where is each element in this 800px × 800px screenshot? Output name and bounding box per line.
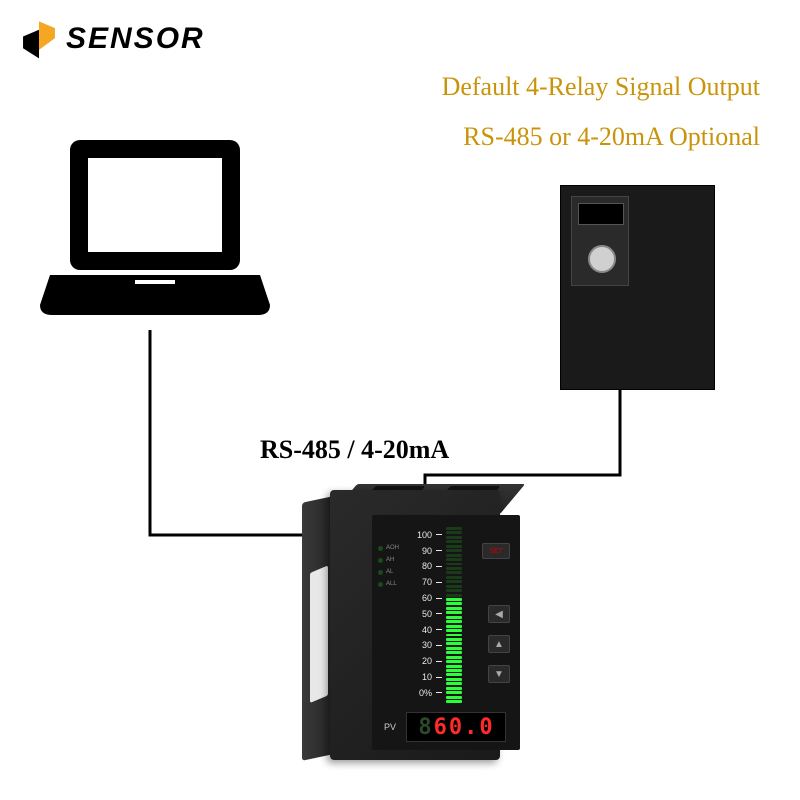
bargraph-segment	[446, 527, 462, 530]
bargraph-segment	[446, 656, 462, 659]
scale-value: 90	[410, 546, 432, 556]
bargraph-segment	[446, 651, 462, 654]
bargraph-segment	[446, 682, 462, 685]
scale-value: 10	[410, 672, 432, 682]
scale-value: 100	[410, 530, 432, 540]
scale-tick-icon	[436, 566, 442, 567]
scale-row: 40	[392, 622, 442, 638]
scale-tick-icon	[436, 613, 442, 614]
scale-row: 50	[392, 606, 442, 622]
bargraph-segment	[446, 536, 462, 539]
scale-value: 0%	[410, 688, 432, 698]
alarm-led-dot-icon	[378, 582, 383, 587]
sensor-display-device: AOHAHALALL 1009080706050403020100% SET P…	[300, 490, 510, 770]
bargraph-segment	[446, 567, 462, 570]
bargraph-segment	[446, 629, 462, 632]
bargraph-segment	[446, 531, 462, 534]
scale-tick-icon	[436, 550, 442, 551]
bargraph-segment	[446, 691, 462, 694]
device-body: AOHAHALALL 1009080706050403020100% SET P…	[330, 490, 500, 760]
bargraph-segment	[446, 673, 462, 676]
bargraph-segment	[446, 647, 462, 650]
bargraph-segment	[446, 585, 462, 588]
nav-button[interactable]: ▲	[488, 635, 510, 653]
digit: .	[464, 715, 478, 740]
scale-row: 90	[392, 543, 442, 559]
bargraph-segment	[446, 620, 462, 623]
scale-tick-icon	[436, 534, 442, 535]
scale-row: 70	[392, 574, 442, 590]
alarm-led-dot-icon	[378, 546, 383, 551]
scale-tick-icon	[436, 677, 442, 678]
bargraph-segment	[446, 678, 462, 681]
scale-value: 20	[410, 656, 432, 666]
scale-row: 80	[392, 559, 442, 575]
scale-row: 10	[392, 669, 442, 685]
alarm-led-dot-icon	[378, 570, 383, 575]
scale-tick-icon	[436, 645, 442, 646]
bargraph-segment	[446, 634, 462, 637]
scale-tick-icon	[436, 692, 442, 693]
bargraph	[446, 527, 462, 703]
scale-row: 0%	[392, 685, 442, 701]
scale-value: 40	[410, 625, 432, 635]
scale-value: 70	[410, 577, 432, 587]
bargraph-segment	[446, 700, 462, 703]
bargraph-segment	[446, 554, 462, 557]
bargraph-segment	[446, 589, 462, 592]
scale-tick-icon	[436, 582, 442, 583]
digit: 6	[434, 715, 448, 740]
bargraph-segment	[446, 638, 462, 641]
bargraph-segment	[446, 580, 462, 583]
bargraph-segment	[446, 660, 462, 663]
scale-value: 30	[410, 640, 432, 650]
bargraph-segment	[446, 602, 462, 605]
nav-button[interactable]: ◀	[488, 605, 510, 623]
bargraph-segment	[446, 687, 462, 690]
alarm-led-dot-icon	[378, 558, 383, 563]
digit: 0	[479, 715, 493, 740]
bargraph-segment	[446, 545, 462, 548]
bargraph-segment	[446, 558, 462, 561]
bargraph-segment	[446, 642, 462, 645]
pv-label: PV	[384, 722, 396, 732]
bargraph-segment	[446, 696, 462, 699]
bargraph-segment	[446, 611, 462, 614]
bargraph-segment	[446, 594, 462, 597]
scale-value: 60	[410, 593, 432, 603]
bargraph-segment	[446, 625, 462, 628]
device-face: AOHAHALALL 1009080706050403020100% SET P…	[372, 515, 520, 750]
scale-row: 100	[392, 527, 442, 543]
bargraph-segment	[446, 607, 462, 610]
bargraph-segment	[446, 665, 462, 668]
scale-value: 80	[410, 561, 432, 571]
scale-tick-icon	[436, 661, 442, 662]
scale-column: 100 90 80 70 60 50 40 30 20 10 0%	[392, 527, 442, 702]
scale-row: 30	[392, 638, 442, 654]
digit: 0	[449, 715, 463, 740]
device-side-label	[310, 565, 328, 703]
bargraph-segment	[446, 549, 462, 552]
bargraph-segment	[446, 571, 462, 574]
scale-tick-icon	[436, 598, 442, 599]
nav-button[interactable]: ▼	[488, 665, 510, 683]
bargraph-segment	[446, 598, 462, 601]
bargraph-segment	[446, 669, 462, 672]
digital-readout: 860.0	[406, 712, 506, 742]
bargraph-segment	[446, 563, 462, 566]
digit: 8	[418, 715, 432, 740]
bargraph-segment	[446, 576, 462, 579]
bargraph-segment	[446, 616, 462, 619]
scale-value: 50	[410, 609, 432, 619]
scale-tick-icon	[436, 629, 442, 630]
set-button[interactable]: SET	[482, 543, 510, 559]
scale-row: 60	[392, 590, 442, 606]
bargraph-segment	[446, 540, 462, 543]
scale-row: 20	[392, 653, 442, 669]
